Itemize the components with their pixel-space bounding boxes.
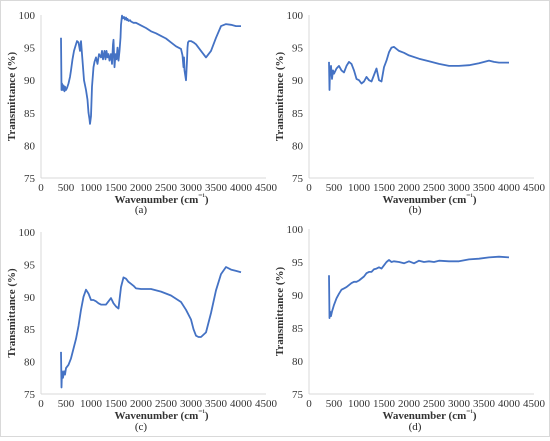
x-tick-label: 1000 [80, 398, 103, 410]
x-tick-label: 3000 [180, 398, 203, 410]
x-tick-label: 0 [306, 398, 312, 410]
y-tick-label: 75 [24, 173, 36, 185]
x-axis-title: Wavenumber (cm⁻¹) [114, 408, 208, 422]
x-tick-label: 0 [38, 182, 44, 194]
y-tick-label: 80 [24, 140, 36, 152]
y-axis-title: Transmittance (%) [6, 268, 18, 358]
y-tick-label: 100 [287, 224, 304, 236]
panel-caption: (a) [135, 204, 148, 216]
y-tick-label: 90 [24, 292, 36, 304]
x-axis-title: Wavenumber (cm⁻¹) [382, 408, 476, 422]
y-tick-label: 85 [292, 323, 304, 335]
y-axis-title: Transmittance (%) [274, 267, 286, 357]
y-tick-label: 95 [24, 259, 36, 271]
y-tick-label: 80 [292, 140, 304, 152]
y-tick-label: 90 [24, 75, 36, 87]
x-axis-title: Wavenumber (cm⁻¹) [382, 192, 476, 206]
x-tick-label: 3500 [473, 398, 496, 410]
x-tick-label: 1500 [373, 398, 396, 410]
x-tick-label: 1500 [105, 182, 128, 194]
y-tick-label: 85 [292, 108, 304, 120]
x-tick-label: 2500 [423, 182, 446, 194]
x-tick-label: 2500 [423, 398, 446, 410]
x-tick-label: 500 [58, 182, 75, 194]
x-tick-label: 0 [38, 398, 44, 410]
x-tick-label: 2000 [130, 398, 153, 410]
x-tick-label: 1000 [80, 182, 103, 194]
x-tick-label: 4000 [230, 398, 253, 410]
y-tick-label: 80 [292, 356, 304, 368]
x-tick-label: 1500 [105, 398, 128, 410]
y-tick-label: 100 [19, 227, 36, 239]
y-tick-label: 85 [24, 324, 36, 336]
x-tick-label: 3000 [180, 182, 203, 194]
series-line [328, 255, 510, 319]
y-tick-label: 85 [24, 108, 36, 120]
x-tick-label: 0 [306, 182, 312, 194]
y-axis-title: Transmittance (%) [274, 52, 286, 142]
y-tick-label: 100 [287, 10, 304, 22]
panel-caption: (b) [409, 204, 422, 216]
x-tick-label: 4500 [255, 182, 278, 194]
x-tick-label: 3000 [448, 398, 471, 410]
y-axis-title: Transmittance (%) [6, 52, 18, 142]
x-tick-label: 1000 [348, 182, 371, 194]
x-tick-label: 2000 [130, 182, 153, 194]
x-tick-label: 2000 [398, 398, 421, 410]
x-tick-label: 4000 [230, 182, 253, 194]
x-tick-label: 3500 [473, 182, 496, 194]
y-tick-label: 95 [292, 43, 304, 55]
series-line [60, 14, 241, 125]
x-tick-label: 2500 [155, 398, 178, 410]
x-tick-label: 3000 [448, 182, 471, 194]
series-line [60, 266, 242, 389]
y-tick-label: 75 [24, 389, 36, 401]
y-tick-label: 95 [292, 257, 304, 269]
x-tick-label: 500 [326, 398, 343, 410]
x-tick-label: 3500 [205, 182, 228, 194]
x-tick-label: 500 [326, 182, 343, 194]
y-tick-label: 90 [292, 290, 304, 302]
y-tick-label: 75 [292, 389, 304, 401]
x-tick-label: 1500 [373, 182, 396, 194]
x-tick-label: 4500 [523, 398, 546, 410]
x-tick-label: 4000 [498, 398, 521, 410]
x-tick-label: 2500 [155, 182, 178, 194]
x-tick-label: 500 [58, 398, 75, 410]
y-tick-label: 100 [19, 10, 36, 22]
x-tick-label: 2000 [398, 182, 421, 194]
y-tick-label: 75 [292, 173, 304, 185]
x-tick-label: 1000 [348, 398, 371, 410]
x-tick-label: 3500 [205, 398, 228, 410]
x-tick-label: 4500 [255, 398, 278, 410]
panel-caption: (c) [135, 421, 148, 433]
y-tick-label: 90 [292, 75, 304, 87]
series-line [328, 46, 509, 91]
y-tick-label: 80 [24, 357, 36, 369]
x-tick-label: 4000 [498, 182, 521, 194]
x-axis-title: Wavenumber (cm⁻¹) [114, 192, 208, 206]
panel-caption: (d) [409, 421, 422, 433]
y-tick-label: 95 [24, 43, 36, 55]
x-tick-label: 4500 [523, 182, 546, 194]
